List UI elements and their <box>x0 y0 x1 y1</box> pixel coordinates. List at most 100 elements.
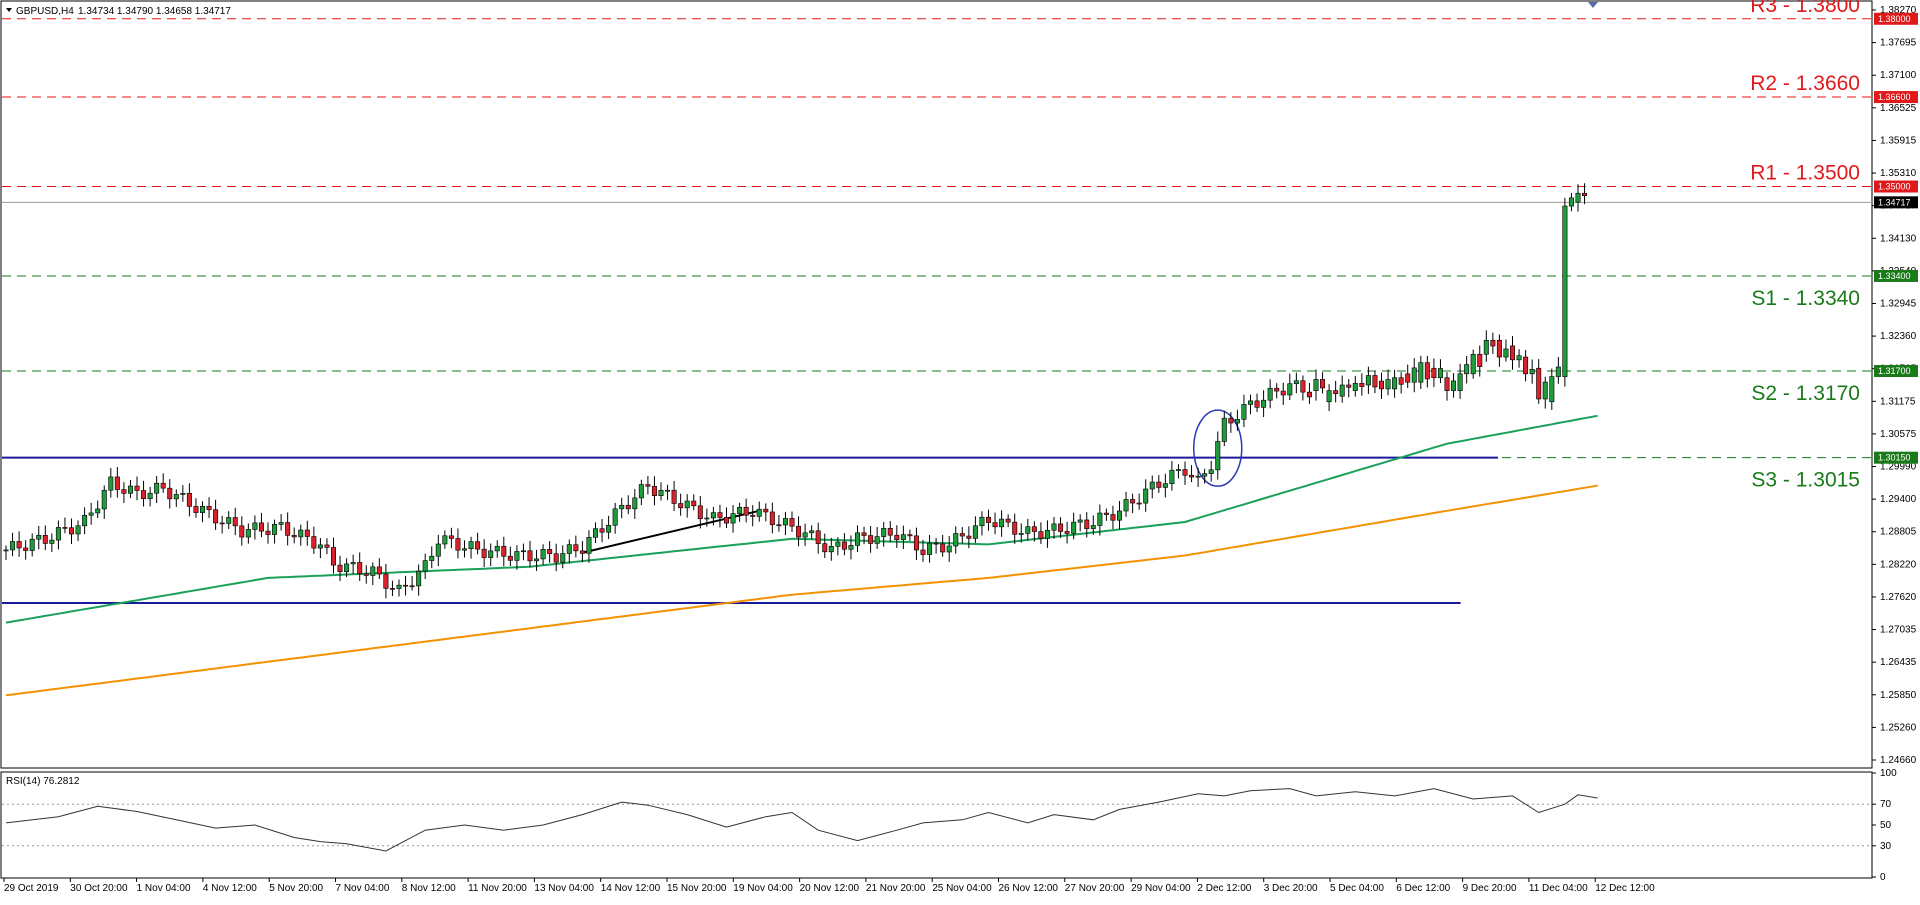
level-label: R3 - 1.3800 <box>1750 0 1860 17</box>
bullish-candle <box>1123 499 1129 512</box>
bearish-candle <box>796 525 802 538</box>
bearish-candle <box>1130 499 1136 504</box>
bullish-candle <box>488 550 494 558</box>
rsi-tick-label: 50 <box>1880 820 1892 831</box>
level-label: S1 - 1.3340 <box>1751 287 1860 310</box>
bullish-candle <box>802 532 808 538</box>
bearish-candle <box>507 555 513 561</box>
time-axis: 29 Oct 2019 30 Oct 20:00 1 Nov 04:00 4 Nov … <box>3 878 1655 894</box>
price-tick-label: 1.37695 <box>1880 38 1917 49</box>
bullish-candle <box>514 551 520 561</box>
bearish-candle <box>822 543 828 553</box>
bullish-candle <box>782 518 788 526</box>
time-tick-label: 5 Dec 04:00 <box>1330 883 1384 894</box>
time-tick-label: 20 Nov 12:00 <box>800 883 860 894</box>
bullish-candle <box>252 522 258 530</box>
bullish-candle <box>632 497 638 510</box>
bearish-candle <box>1523 356 1529 375</box>
bearish-candle <box>1012 521 1018 535</box>
price-tick-label: 1.27035 <box>1880 625 1917 636</box>
level-label: S2 - 1.3170 <box>1751 382 1860 405</box>
bearish-candle <box>1254 400 1260 408</box>
bearish-candle <box>363 573 369 576</box>
bullish-candle <box>1208 469 1214 474</box>
bearish-candle <box>383 573 389 589</box>
time-tick-label: 27 Nov 20:00 <box>1065 883 1125 894</box>
bullish-candle <box>422 560 428 572</box>
bearish-candle <box>678 503 684 509</box>
time-tick-label: 29 Oct 2019 <box>4 883 59 894</box>
bearish-candle <box>750 514 756 517</box>
bullish-candle <box>874 536 880 544</box>
rsi-tick-label: 100 <box>1880 768 1897 779</box>
bullish-candle <box>1287 383 1293 396</box>
bearish-candle <box>841 541 847 550</box>
bullish-candle <box>29 538 35 551</box>
bullish-candle <box>592 528 598 538</box>
bullish-candle <box>1365 375 1371 386</box>
bullish-candle <box>586 537 592 554</box>
bullish-candle <box>245 529 251 538</box>
bullish-candle <box>317 544 323 549</box>
bullish-candle <box>1149 481 1155 490</box>
bullish-candle <box>1143 488 1149 504</box>
breakout-ellipse <box>1193 409 1243 487</box>
bearish-candle <box>1477 353 1483 367</box>
rsi-line <box>5 788 1598 852</box>
time-tick-label: 3 Dec 20:00 <box>1264 883 1318 894</box>
bearish-candle <box>1582 192 1588 197</box>
level-price-tag <box>1874 91 1918 104</box>
time-tick-label: 1 Nov 04:00 <box>137 883 191 894</box>
bullish-candle <box>638 484 644 499</box>
bullish-candle <box>979 516 985 527</box>
bullish-candle <box>1071 521 1077 534</box>
bearish-candle <box>1189 474 1195 478</box>
bearish-candle <box>625 504 631 510</box>
bullish-candle <box>36 534 42 540</box>
dropdown-triangle-icon[interactable] <box>6 8 12 12</box>
level-price-tag <box>1874 269 1918 282</box>
bearish-candle <box>213 509 219 524</box>
shift-marker-icon[interactable] <box>1588 2 1598 8</box>
bullish-candle <box>200 506 206 513</box>
bearish-candle <box>42 534 48 544</box>
bullish-candle <box>1503 348 1509 358</box>
time-tick-label: 19 Nov 04:00 <box>733 883 793 894</box>
bullish-candle <box>1339 384 1345 397</box>
bearish-candle <box>291 535 297 538</box>
bullish-candle <box>999 518 1005 528</box>
bearish-candle <box>1510 345 1516 361</box>
bullish-candle <box>1470 353 1476 375</box>
price-tick-label: 1.37100 <box>1880 70 1917 81</box>
bullish-candle <box>350 562 356 565</box>
price-tick-label: 1.27620 <box>1880 592 1917 603</box>
bearish-candle <box>940 543 946 553</box>
bearish-candle <box>141 490 147 500</box>
bearish-candle <box>959 533 965 537</box>
bearish-candle <box>913 535 919 551</box>
bearish-candle <box>769 511 775 526</box>
bearish-candle <box>403 584 409 587</box>
bearish-candle <box>1064 531 1070 534</box>
bullish-candle <box>95 508 101 514</box>
bullish-candle <box>946 545 952 553</box>
bullish-candle <box>147 492 153 500</box>
level-price-tag-text: 1.30150 <box>1878 453 1911 463</box>
time-tick-label: 11 Nov 20:00 <box>468 883 527 894</box>
bullish-candle <box>1195 475 1201 478</box>
level-price-tag <box>1874 180 1918 193</box>
bullish-candle <box>298 529 304 538</box>
main-plot-frame <box>0 0 1873 769</box>
current-price-tag <box>1874 196 1918 209</box>
bullish-candle <box>1241 404 1247 420</box>
bullish-candle <box>1562 205 1568 377</box>
bearish-candle <box>357 562 363 575</box>
level-price-tag <box>1874 451 1918 464</box>
level-price-tag-text: 1.33400 <box>1878 271 1911 281</box>
bullish-candle <box>429 555 435 561</box>
bullish-candle <box>730 513 736 524</box>
bullish-candle <box>809 530 815 534</box>
bearish-candle <box>671 489 677 504</box>
